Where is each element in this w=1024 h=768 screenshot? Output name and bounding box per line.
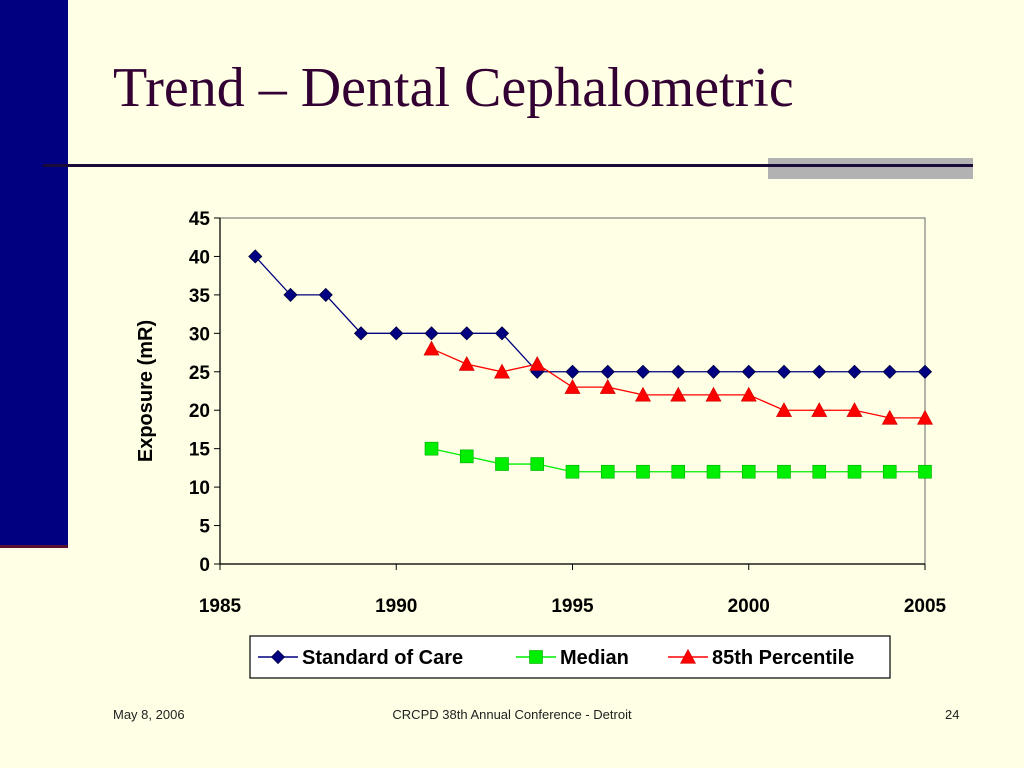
y-tick-label-20: 20: [189, 401, 210, 422]
y-tick-label-0: 0: [199, 555, 210, 576]
data-point-2-4: [564, 379, 581, 394]
x-tick-label-2000: 2000: [728, 596, 770, 617]
data-point-0-6: [459, 326, 474, 341]
footer-page-number: 24: [945, 707, 960, 722]
y-tick-label-45: 45: [189, 209, 211, 230]
legend-marker-2: [679, 648, 697, 664]
data-point-1-7: [671, 464, 686, 479]
data-point-2-0: [423, 340, 440, 356]
footer-conference: CRCPD 38th Annual Conference - Detroit: [392, 707, 632, 722]
title-rule: [43, 164, 973, 167]
legend-label-0: Standard of Care: [302, 647, 463, 669]
data-point-0-12: [671, 364, 686, 379]
legend-marker-0: [270, 649, 286, 665]
title-accent-block: [768, 158, 973, 179]
data-point-2-14: [916, 409, 934, 425]
y-tick-label-30: 30: [189, 324, 210, 345]
data-point-0-4: [389, 326, 404, 341]
data-point-2-6: [634, 386, 652, 402]
data-point-0-10: [600, 364, 615, 379]
x-tick-label-2005: 2005: [904, 596, 947, 617]
legend-label-2: 85th Percentile: [712, 647, 854, 669]
data-point-2-12: [846, 402, 863, 417]
data-point-1-3: [530, 457, 545, 471]
data-point-2-5: [599, 379, 616, 394]
data-point-0-17: [847, 364, 862, 379]
data-point-1-0: [424, 441, 439, 456]
data-point-0-3: [353, 326, 369, 341]
footer-date: May 8, 2006: [113, 707, 185, 722]
data-point-1-13: [882, 464, 897, 479]
x-tick-label-1990: 1990: [375, 596, 417, 617]
data-point-2-2: [493, 363, 511, 379]
y-tick-label-15: 15: [189, 440, 211, 461]
data-point-0-19: [917, 364, 933, 379]
x-tick-label-1995: 1995: [551, 596, 594, 617]
data-point-1-2: [495, 457, 509, 471]
data-point-1-8: [706, 464, 721, 479]
y-axis-title: Exposure (mR): [135, 320, 157, 462]
data-point-2-8: [705, 386, 722, 402]
y-tick-label-5: 5: [199, 517, 210, 538]
legend-label-1: Median: [560, 647, 629, 669]
slide-title: Trend – Dental Cephalometric: [113, 57, 794, 119]
data-point-0-0: [248, 249, 263, 264]
title-accent-rule: [768, 164, 973, 167]
data-point-1-5: [600, 464, 615, 479]
data-point-0-13: [706, 364, 721, 379]
data-point-0-11: [635, 364, 651, 379]
data-point-0-1: [283, 287, 298, 302]
data-point-1-6: [636, 464, 650, 479]
side-bar-rule: [0, 545, 68, 548]
data-point-2-9: [740, 386, 757, 402]
data-point-1-4: [565, 464, 580, 479]
data-point-0-16: [812, 364, 827, 379]
y-tick-label-25: 25: [189, 363, 211, 384]
data-point-1-11: [812, 464, 827, 479]
data-point-2-3: [529, 355, 546, 371]
data-point-0-9: [565, 364, 580, 379]
side-bar-decoration: [0, 0, 68, 545]
data-point-0-18: [882, 364, 897, 379]
data-point-1-10: [777, 464, 791, 479]
data-point-2-11: [811, 402, 828, 417]
data-point-2-13: [881, 409, 898, 425]
x-tick-label-1985: 1985: [199, 596, 242, 617]
y-tick-label-35: 35: [189, 286, 211, 307]
data-point-2-7: [670, 386, 687, 402]
data-point-1-1: [459, 449, 474, 464]
y-tick-label-40: 40: [189, 247, 210, 268]
data-point-2-10: [775, 402, 793, 417]
series-line-0: [254, 256, 925, 373]
data-point-0-15: [776, 364, 792, 379]
data-point-0-14: [741, 364, 756, 379]
data-point-2-1: [458, 355, 475, 371]
y-tick-label-10: 10: [189, 478, 210, 499]
data-point-0-5: [424, 326, 439, 341]
data-point-1-14: [918, 464, 932, 479]
data-point-1-12: [847, 464, 862, 479]
legend-marker-1: [529, 650, 543, 664]
legend-box: [249, 635, 891, 679]
series-line-2: [431, 348, 925, 419]
data-point-0-7: [494, 326, 510, 341]
data-point-1-9: [741, 464, 756, 479]
data-point-0-2: [318, 287, 333, 302]
